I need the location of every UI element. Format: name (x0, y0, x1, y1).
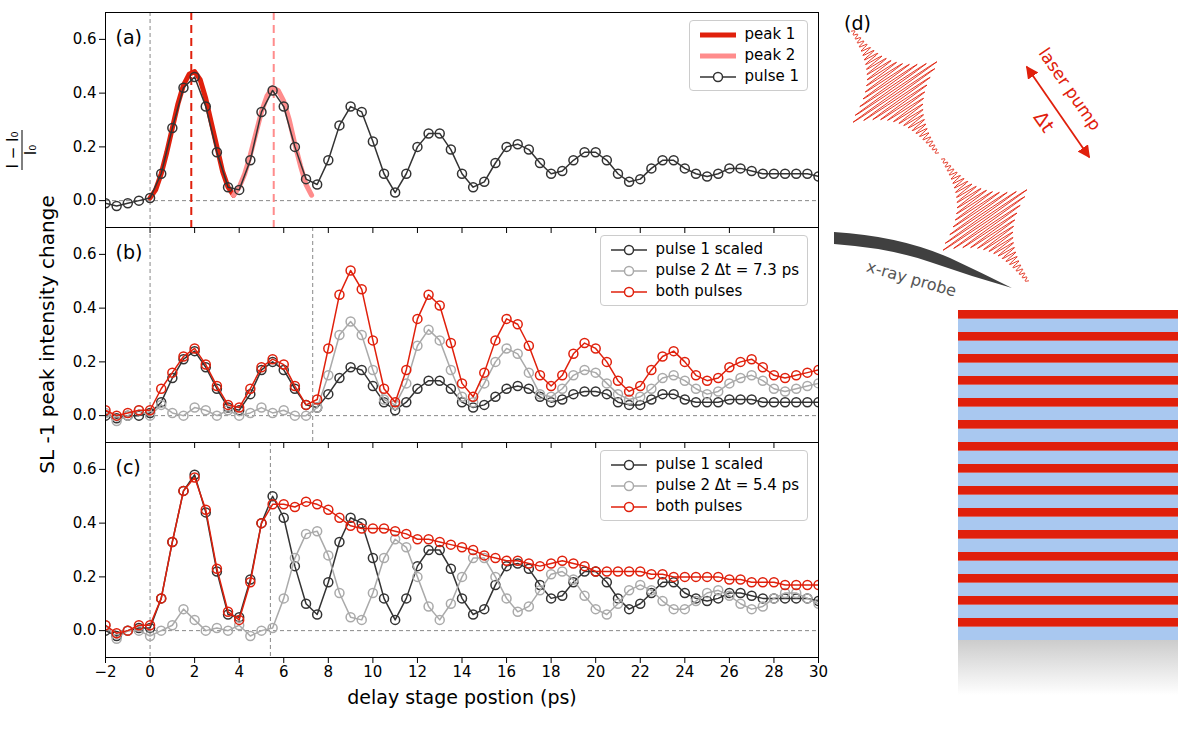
html-text:pulse 1 scaled: pulse 1 scaled (655, 455, 763, 473)
svg-text:(d): (d) (844, 12, 871, 34)
svg-text:8: 8 (324, 663, 334, 681)
svg-text:Δt: Δt (1030, 107, 1060, 136)
html-text:both pulses: both pulses (655, 282, 743, 300)
svg-text:24: 24 (675, 663, 694, 681)
svg-text:20: 20 (586, 663, 605, 681)
svg-text:6: 6 (279, 663, 289, 681)
svg-text:0.6: 0.6 (73, 245, 97, 263)
svg-text:0.4: 0.4 (73, 514, 97, 532)
svg-text:16: 16 (497, 663, 516, 681)
svg-text:delay stage postion (ps): delay stage postion (ps) (347, 686, 577, 708)
svg-text:I₀: I₀ (22, 145, 40, 155)
svg-text:0.2: 0.2 (73, 353, 97, 371)
html-text:pulse 1 scaled: pulse 1 scaled (655, 240, 763, 258)
html-text:pulse 2 Δt = 5.4 ps: pulse 2 Δt = 5.4 ps (655, 476, 799, 494)
svg-text:14: 14 (452, 663, 471, 681)
html-text:both pulses: both pulses (655, 497, 743, 515)
html-text:peak 1: peak 1 (744, 25, 796, 43)
svg-text:0.0: 0.0 (73, 406, 97, 424)
svg-text:laser pump: laser pump (1034, 44, 1106, 135)
svg-text:−2: −2 (94, 663, 116, 681)
html-text:pulse 2 Δt = 7.3 ps: pulse 2 Δt = 7.3 ps (655, 261, 799, 279)
svg-text:10: 10 (363, 663, 382, 681)
svg-text:0: 0 (145, 663, 155, 681)
svg-text:(b): (b) (116, 241, 143, 263)
svg-text:x-ray probe: x-ray probe (865, 257, 959, 301)
svg-text:4: 4 (234, 663, 244, 681)
svg-text:0.6: 0.6 (73, 460, 97, 478)
svg-text:0.2: 0.2 (73, 138, 97, 156)
svg-text:22: 22 (631, 663, 650, 681)
svg-text:0.0: 0.0 (73, 621, 97, 639)
svg-text:SL -1 peak intensity change: SL -1 peak intensity change (35, 195, 59, 473)
svg-text:18: 18 (542, 663, 561, 681)
html-text:pulse 1: pulse 1 (744, 67, 799, 85)
svg-text:(c): (c) (116, 456, 141, 478)
html-text:peak 2: peak 2 (744, 46, 796, 64)
svg-text:0.2: 0.2 (73, 568, 97, 586)
svg-text:0.4: 0.4 (73, 299, 97, 317)
svg-text:2: 2 (190, 663, 200, 681)
svg-text:(a): (a) (116, 26, 142, 48)
svg-text:30: 30 (809, 663, 828, 681)
svg-text:I − I₀: I − I₀ (4, 132, 22, 169)
svg-text:28: 28 (764, 663, 783, 681)
svg-text:0.4: 0.4 (73, 84, 97, 102)
svg-text:0.6: 0.6 (73, 30, 97, 48)
svg-text:12: 12 (408, 663, 427, 681)
svg-text:26: 26 (720, 663, 739, 681)
svg-text:0.0: 0.0 (73, 191, 97, 209)
